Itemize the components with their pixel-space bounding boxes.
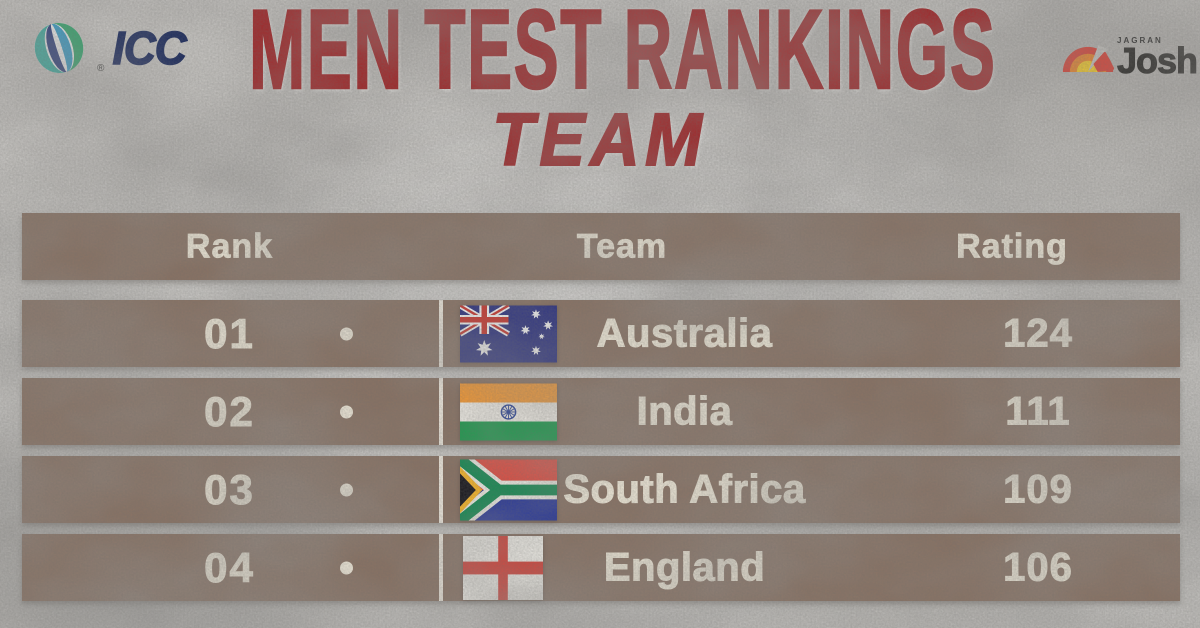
team-name: South Africa — [563, 467, 806, 512]
sunrise-icon — [1062, 45, 1114, 72]
icc-logo-text: ICC — [112, 21, 188, 75]
rank-value: 04 — [204, 543, 255, 591]
josh-label: Josh — [1116, 40, 1198, 81]
bullet-icon — [340, 405, 353, 418]
table-row: 02 India 111 — [22, 378, 1180, 445]
team-name: India — [636, 389, 733, 434]
bullet-icon — [340, 327, 353, 340]
column-header-team: Team — [576, 227, 668, 266]
table-row: 03 South Africa 109 — [22, 456, 1180, 523]
rank-value: 01 — [204, 309, 255, 357]
rank-value: 02 — [204, 387, 255, 435]
team-name: England — [603, 545, 766, 590]
table-row: 01 Australia 124 — [22, 300, 1180, 367]
team-rating: 124 — [1003, 311, 1073, 356]
table-body: 01 Australia 124 02 — [22, 300, 1180, 601]
team-rating: 109 — [1003, 467, 1073, 512]
team-rating: 106 — [1003, 545, 1073, 590]
icc-logo: ® ICC — [20, 20, 188, 76]
england-flag-icon — [463, 535, 543, 600]
bullet-icon — [340, 561, 353, 574]
column-divider — [439, 456, 443, 523]
rank-value: 03 — [204, 465, 255, 513]
bullet-icon — [340, 483, 353, 496]
team-name: Australia — [596, 311, 773, 356]
page-subtitle: TEAM — [492, 98, 708, 181]
rankings-table: Rank Team Rating 01 Australia 124 02 — [22, 213, 1180, 601]
south-africa-flag-icon — [460, 459, 557, 520]
column-header-rank: Rank — [185, 227, 274, 266]
column-header-rating: Rating — [956, 227, 1068, 266]
column-divider — [439, 378, 443, 445]
registered-mark: ® — [97, 63, 105, 74]
india-flag-icon — [460, 383, 557, 440]
column-divider — [439, 534, 443, 601]
icc-globe-icon — [34, 22, 84, 74]
column-divider — [439, 300, 443, 367]
jagran-josh-logo: JAGRAN Josh — [1062, 36, 1199, 81]
australia-flag-icon — [460, 305, 557, 362]
team-rating: 111 — [1005, 389, 1071, 434]
table-row: 04 England 106 — [22, 534, 1180, 601]
table-header: Rank Team Rating — [22, 213, 1180, 280]
